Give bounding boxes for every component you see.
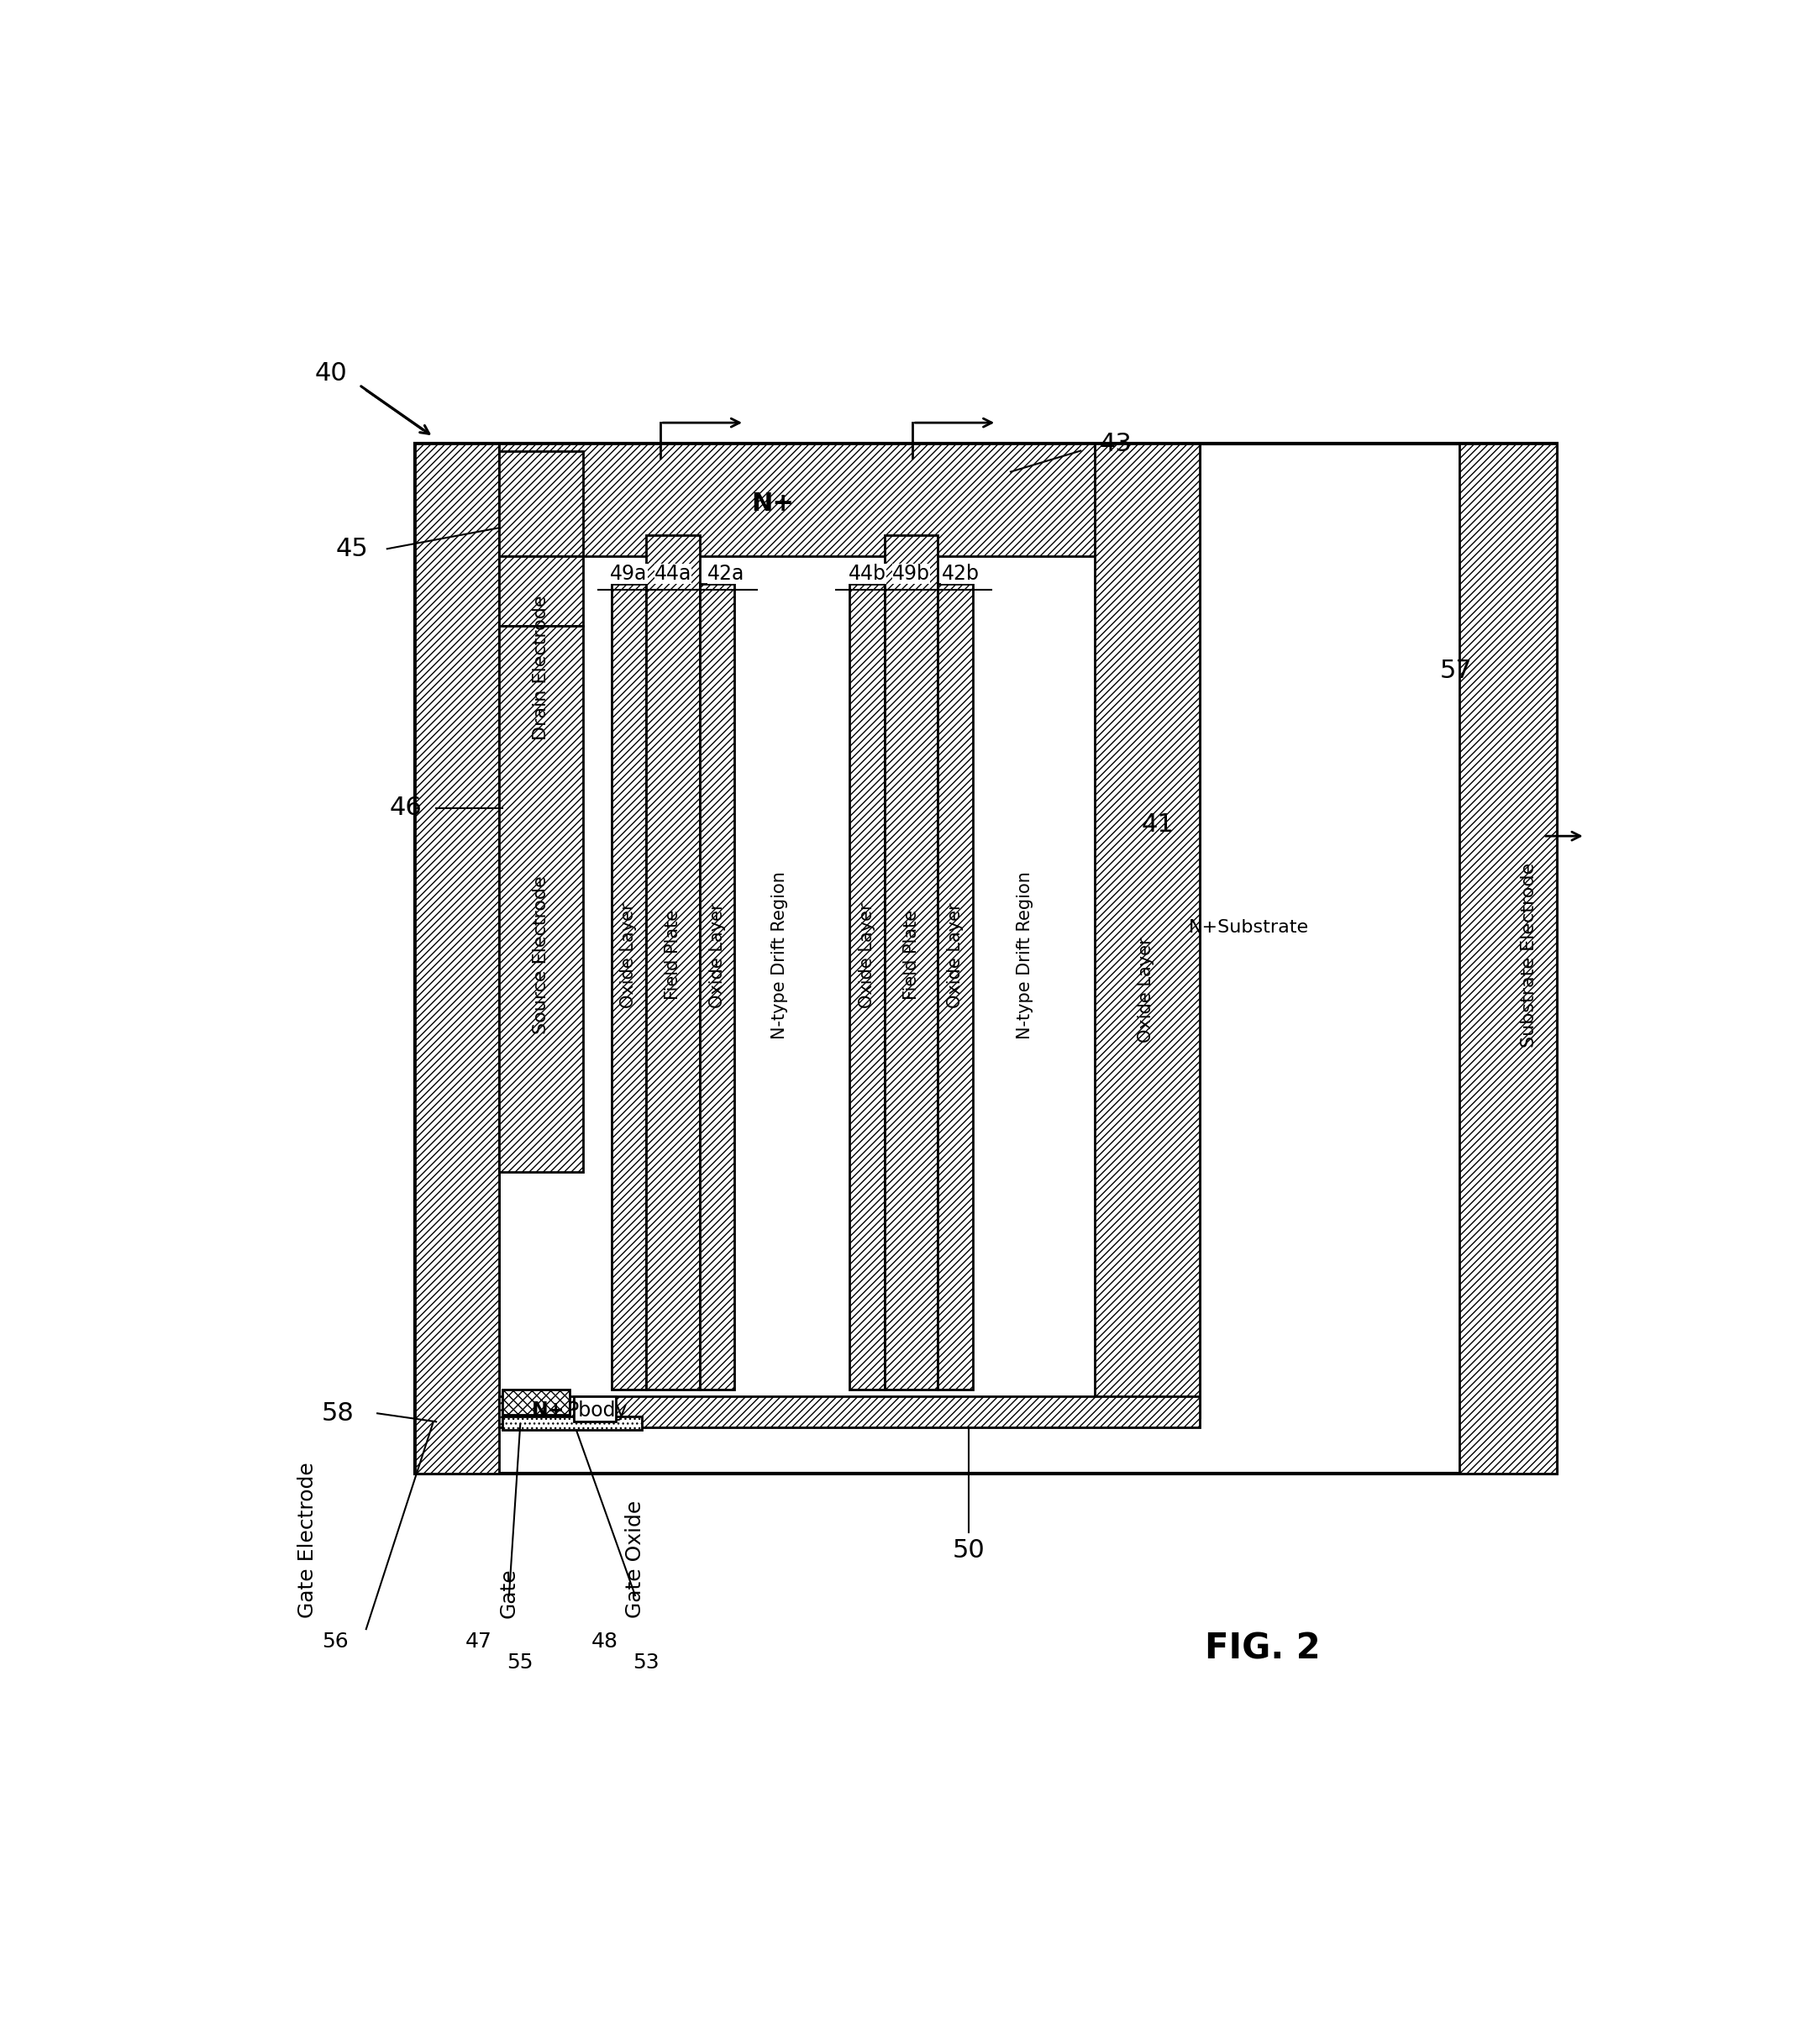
Text: FIG. 2: FIG. 2 — [1206, 1631, 1320, 1666]
Text: Oxide Layer: Oxide Layer — [709, 901, 725, 1008]
Bar — [416, 444, 1557, 1474]
Bar — [499, 452, 584, 556]
Bar — [503, 1416, 642, 1431]
Bar — [700, 585, 734, 1390]
Bar — [499, 1396, 1201, 1427]
Bar — [499, 444, 1201, 1419]
Text: Field Plate: Field Plate — [665, 910, 682, 1000]
Text: 53: 53 — [633, 1654, 660, 1672]
Text: 41: 41 — [1141, 814, 1173, 838]
Text: Substrate Electrode: Substrate Electrode — [1521, 863, 1537, 1049]
Bar — [884, 536, 938, 1390]
Text: 42b: 42b — [942, 564, 980, 585]
Bar — [1459, 444, 1557, 1474]
Text: 47: 47 — [465, 1631, 492, 1652]
Bar — [645, 536, 700, 1390]
Bar — [499, 625, 584, 1173]
Text: 49a: 49a — [611, 564, 647, 585]
Text: 50: 50 — [953, 1539, 985, 1564]
Bar — [1096, 444, 1201, 1419]
Text: N-type Drift Region: N-type Drift Region — [1016, 871, 1032, 1038]
Text: 43: 43 — [1099, 431, 1132, 456]
Text: 49b: 49b — [893, 564, 929, 585]
Text: N+Substrate: N+Substrate — [1188, 918, 1309, 936]
Bar — [573, 1396, 615, 1423]
Text: 58: 58 — [322, 1400, 354, 1425]
Text: 40: 40 — [315, 362, 347, 386]
Bar — [938, 585, 973, 1390]
Text: 42a: 42a — [707, 564, 745, 585]
Text: Gate: Gate — [499, 1568, 519, 1619]
Text: 45: 45 — [336, 538, 369, 560]
Text: Gate Oxide: Gate Oxide — [626, 1500, 645, 1619]
Text: Oxide Layer: Oxide Layer — [1137, 938, 1154, 1042]
Bar — [611, 585, 647, 1390]
Text: Gate Electrode: Gate Electrode — [297, 1461, 318, 1619]
Text: 44a: 44a — [654, 564, 692, 585]
Bar — [499, 444, 1201, 1419]
Text: Oxide Layer: Oxide Layer — [620, 901, 636, 1008]
Text: Oxide Layer: Oxide Layer — [947, 901, 964, 1008]
Bar — [499, 556, 584, 625]
Text: 55: 55 — [506, 1654, 533, 1672]
Text: 46: 46 — [389, 795, 421, 820]
Text: N-type Drift Region: N-type Drift Region — [770, 871, 788, 1038]
Text: Pbody: Pbody — [568, 1400, 627, 1421]
Text: N+: N+ — [532, 1400, 564, 1421]
Bar — [499, 444, 1201, 556]
Text: 56: 56 — [322, 1631, 349, 1652]
Text: N+: N+ — [750, 493, 794, 517]
Text: Oxide Layer: Oxide Layer — [859, 901, 875, 1008]
Bar — [503, 1390, 570, 1414]
Bar — [416, 444, 499, 1474]
Text: 57: 57 — [1439, 658, 1472, 683]
Text: 44b: 44b — [848, 564, 886, 585]
Text: 48: 48 — [591, 1631, 618, 1652]
Text: Drain Electrode: Drain Electrode — [533, 595, 550, 740]
Bar — [850, 585, 884, 1390]
Text: Field Plate: Field Plate — [902, 910, 920, 1000]
Bar — [503, 1394, 541, 1425]
Text: Source Electrode: Source Electrode — [533, 877, 550, 1034]
